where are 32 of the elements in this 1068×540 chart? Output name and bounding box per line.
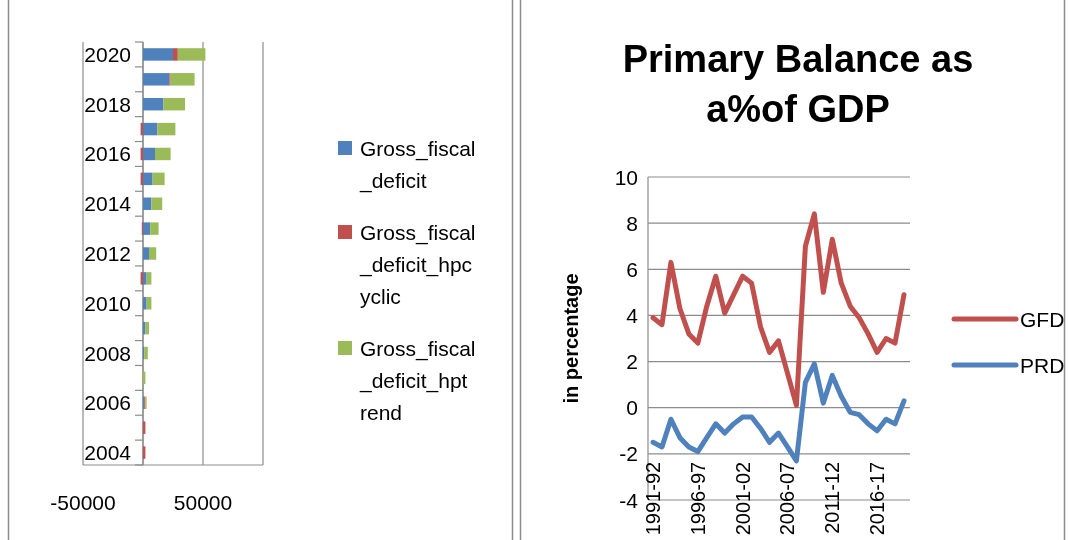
y-tick-label: 6: [626, 257, 638, 281]
y-tick-label: 0: [626, 396, 638, 420]
y-tick-label: 2010: [84, 291, 131, 315]
x-tick-label: -50000: [50, 491, 116, 514]
legend-label: Gross_fiscal_deficit_hptrend: [359, 336, 476, 424]
x-tick-label: 1996-97: [686, 461, 709, 536]
legend-label: GFD: [1020, 307, 1065, 331]
legend-label: Gross_fiscal_deficit: [359, 136, 476, 193]
y-tick-label: -2: [619, 442, 638, 466]
y-tick-label: 2016: [84, 142, 131, 166]
x-tick-label: 1991-92: [642, 461, 664, 536]
legend-label: Gross_fiscal_deficit_hpcyclic: [359, 220, 476, 308]
x-tick-label: 2006-07: [776, 461, 799, 536]
y-tick-label: 4: [626, 303, 639, 327]
x-tick-label: 50000: [173, 491, 233, 514]
y-tick-label: 2006: [84, 391, 131, 415]
chart-title: Primary Balance as a%of GDP: [622, 38, 974, 130]
y-tick-label: 2008: [84, 341, 131, 365]
y-tick-label: 2014: [84, 192, 132, 216]
y-tick-label: 2012: [84, 242, 131, 265]
x-tick-label: 2001-02: [731, 461, 754, 536]
y-tick-label: -4: [619, 488, 639, 512]
y-tick-label: 2018: [84, 92, 131, 116]
y-tick-label: 2: [626, 350, 638, 374]
y-tick-label: 2004: [84, 441, 132, 465]
y-axis-title: in percentage: [560, 273, 582, 404]
x-tick-label: 2011-12: [821, 461, 844, 534]
y-tick-label: 2020: [84, 42, 131, 66]
x-tick-label: 2016-17: [866, 461, 889, 536]
y-tick-label: 10: [614, 165, 638, 189]
y-tick-label: 8: [626, 211, 638, 235]
legend-label: PRD: [1020, 353, 1065, 377]
